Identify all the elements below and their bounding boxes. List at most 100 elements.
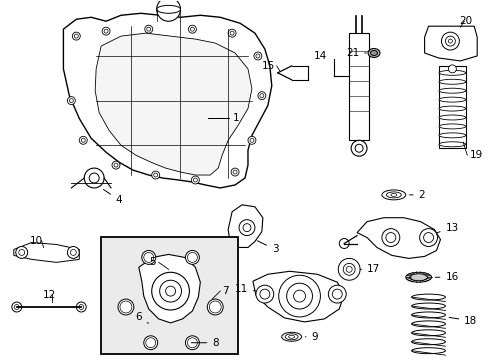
- Circle shape: [190, 27, 194, 31]
- Circle shape: [185, 251, 199, 264]
- Circle shape: [67, 247, 79, 258]
- Text: 5: 5: [149, 257, 156, 267]
- Circle shape: [247, 136, 255, 144]
- Circle shape: [354, 144, 362, 152]
- Circle shape: [343, 264, 354, 275]
- Circle shape: [14, 305, 19, 310]
- Circle shape: [327, 285, 346, 303]
- Circle shape: [385, 233, 395, 243]
- Circle shape: [278, 275, 320, 317]
- Ellipse shape: [409, 274, 427, 281]
- Polygon shape: [348, 33, 368, 140]
- Polygon shape: [139, 255, 200, 323]
- Ellipse shape: [156, 5, 180, 13]
- Circle shape: [259, 289, 269, 299]
- Text: 12: 12: [43, 290, 56, 300]
- Circle shape: [338, 258, 359, 280]
- Circle shape: [255, 54, 259, 58]
- Circle shape: [79, 136, 87, 144]
- Text: 9: 9: [305, 332, 318, 342]
- Polygon shape: [424, 26, 476, 61]
- Circle shape: [145, 338, 155, 348]
- Ellipse shape: [405, 272, 431, 282]
- Circle shape: [120, 301, 132, 313]
- Circle shape: [144, 25, 152, 33]
- Circle shape: [332, 289, 342, 299]
- Circle shape: [249, 138, 253, 142]
- Text: 7: 7: [222, 286, 228, 296]
- Circle shape: [419, 229, 437, 247]
- Ellipse shape: [281, 332, 301, 341]
- Circle shape: [143, 336, 157, 350]
- Circle shape: [146, 27, 150, 31]
- Circle shape: [76, 302, 86, 312]
- Circle shape: [67, 96, 75, 105]
- Ellipse shape: [438, 88, 465, 93]
- Circle shape: [286, 283, 312, 309]
- Ellipse shape: [386, 192, 401, 198]
- Polygon shape: [439, 66, 466, 148]
- Text: 15: 15: [261, 61, 274, 71]
- Text: 1: 1: [233, 113, 239, 123]
- Circle shape: [350, 140, 366, 156]
- Text: 10: 10: [30, 235, 43, 246]
- Circle shape: [151, 272, 189, 310]
- Circle shape: [293, 290, 305, 302]
- Circle shape: [102, 27, 110, 35]
- Text: 21: 21: [345, 48, 366, 58]
- Polygon shape: [252, 271, 344, 322]
- Circle shape: [447, 39, 451, 43]
- Text: 2: 2: [408, 190, 425, 200]
- Circle shape: [187, 338, 197, 348]
- Polygon shape: [95, 33, 251, 175]
- Text: 17: 17: [359, 264, 380, 274]
- Circle shape: [70, 249, 76, 255]
- Circle shape: [191, 176, 199, 184]
- Ellipse shape: [381, 190, 405, 200]
- Circle shape: [233, 170, 237, 174]
- Text: 4: 4: [103, 189, 122, 205]
- Circle shape: [259, 94, 264, 98]
- Circle shape: [143, 252, 153, 262]
- Polygon shape: [356, 218, 440, 258]
- Bar: [101, 237, 238, 354]
- Circle shape: [16, 247, 28, 258]
- Circle shape: [239, 220, 254, 235]
- Circle shape: [381, 229, 399, 247]
- Polygon shape: [63, 13, 271, 188]
- Circle shape: [74, 34, 78, 38]
- Text: 13: 13: [436, 222, 458, 233]
- Circle shape: [230, 31, 234, 35]
- Circle shape: [228, 29, 236, 37]
- Circle shape: [253, 52, 262, 60]
- Text: 14: 14: [313, 51, 326, 61]
- Circle shape: [104, 29, 108, 33]
- Circle shape: [185, 336, 199, 350]
- Circle shape: [207, 299, 223, 315]
- Circle shape: [153, 173, 157, 177]
- Text: 3: 3: [257, 241, 278, 255]
- Circle shape: [231, 168, 239, 176]
- Ellipse shape: [438, 70, 465, 75]
- Polygon shape: [14, 243, 79, 262]
- Ellipse shape: [438, 142, 465, 147]
- Circle shape: [12, 302, 21, 312]
- Circle shape: [114, 163, 118, 167]
- Circle shape: [79, 305, 83, 310]
- Text: 11: 11: [234, 284, 255, 294]
- Circle shape: [447, 65, 455, 73]
- Ellipse shape: [288, 335, 294, 338]
- Ellipse shape: [285, 334, 298, 340]
- Ellipse shape: [438, 97, 465, 102]
- Ellipse shape: [438, 106, 465, 111]
- Text: 16: 16: [434, 272, 458, 282]
- Circle shape: [160, 280, 181, 302]
- Ellipse shape: [390, 193, 396, 196]
- Circle shape: [89, 173, 99, 183]
- Circle shape: [243, 224, 250, 231]
- Circle shape: [156, 0, 180, 21]
- Circle shape: [255, 285, 273, 303]
- Ellipse shape: [438, 133, 465, 138]
- Circle shape: [257, 92, 265, 100]
- Ellipse shape: [367, 49, 379, 58]
